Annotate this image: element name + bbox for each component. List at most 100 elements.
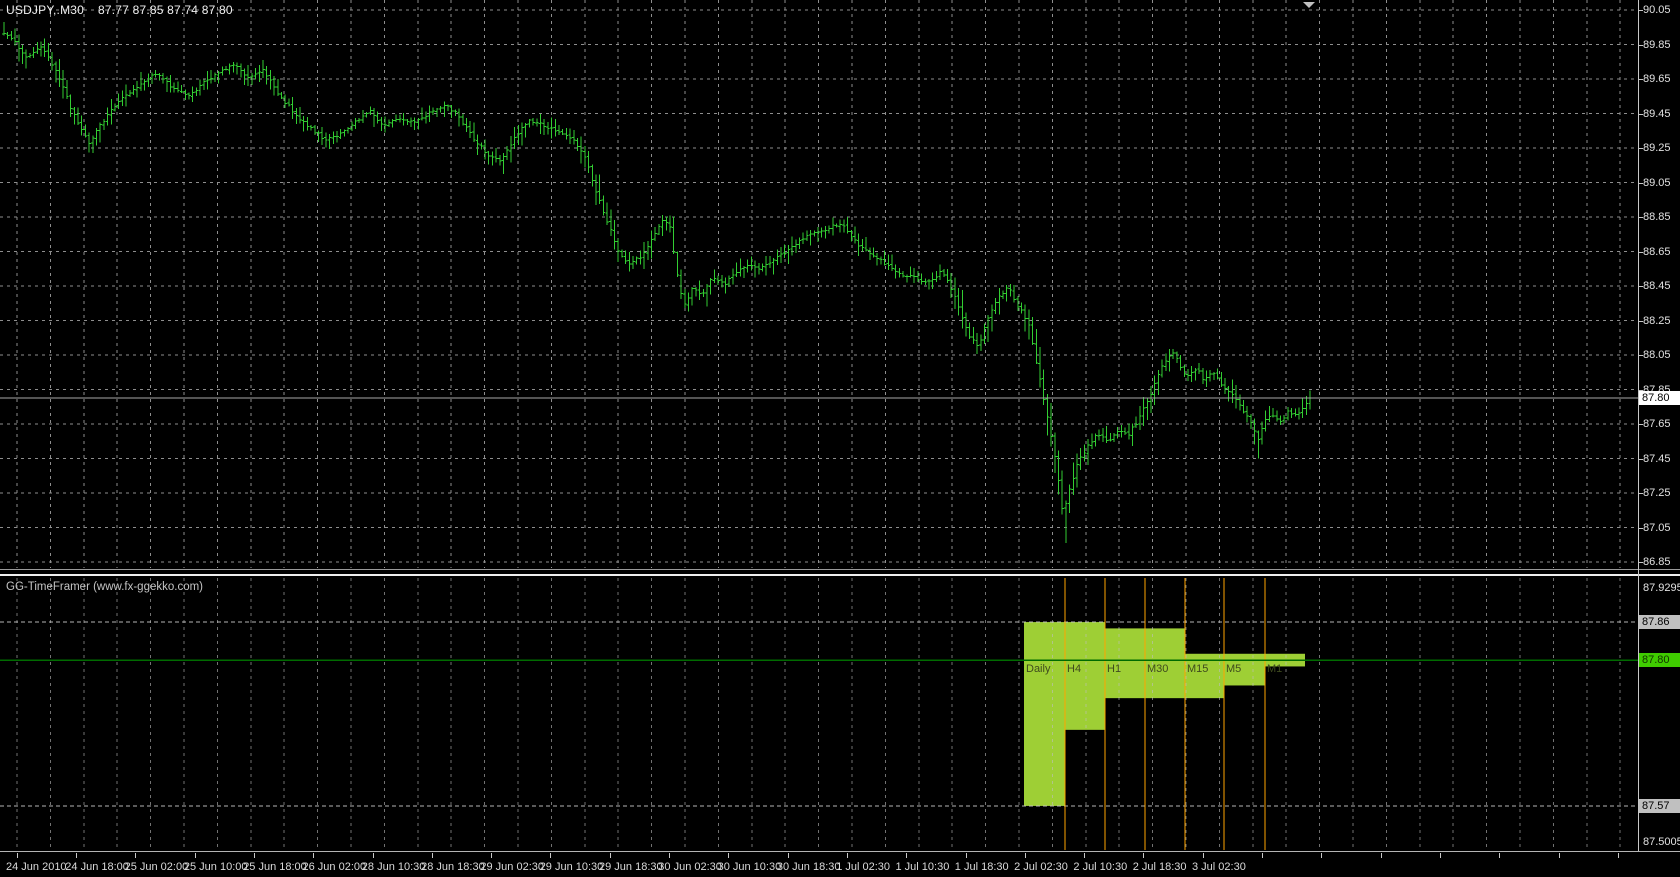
price-tick [1638, 44, 1643, 46]
time-axis-label: 1 Jul 02:30 [836, 861, 891, 873]
time-tick [1024, 853, 1026, 858]
timeframe-range-block-h1 [1105, 628, 1145, 699]
time-tick [609, 853, 611, 858]
pane-separator-line-top[interactable] [0, 569, 1680, 570]
time-axis-label: 1 Jul 10:30 [895, 861, 950, 873]
price-tick [1638, 286, 1643, 287]
price-tick [1638, 79, 1643, 80]
time-tick [550, 853, 552, 858]
timeframe-range-block-h4 [1065, 622, 1105, 730]
timeframe-label-daily: Daily [1026, 663, 1051, 675]
price-axis-border [1638, 0, 1639, 852]
timeframe-range-block-m15 [1185, 653, 1224, 699]
time-tick [372, 853, 374, 858]
price-axis-label: 89.65 [1643, 73, 1671, 85]
time-tick [16, 853, 18, 858]
price-tick [1638, 527, 1643, 529]
sub-axis-min-label: 87.5005 [1643, 836, 1680, 848]
price-axis-label: 86.85 [1643, 556, 1671, 568]
timeframe-range-block-daily [1024, 622, 1065, 806]
level-badge-87.86: 87.86 [1639, 615, 1680, 630]
time-axis-label: 29 Jun 10:30 [539, 861, 604, 873]
time-axis-label: 29 Jun 02:30 [480, 861, 545, 873]
time-axis-label: 2 Jul 18:30 [1132, 861, 1187, 873]
time-axis-label: 24 Jun 18:00 [65, 861, 129, 873]
time-tick [965, 853, 967, 858]
price-axis-label: 89.05 [1643, 176, 1671, 189]
price-tick [1638, 217, 1643, 218]
sub-gridlines [16, 578, 1621, 850]
time-axis[interactable]: 24 Jun 2010 24 Jun 18:00 25 Jun 02:00 25 Ju… [0, 852, 1680, 877]
price-axis-label: 88.25 [1643, 314, 1671, 327]
time-axis-label: 25 Jun 02:00 [124, 861, 189, 873]
time-tick [1499, 853, 1501, 858]
price-axis-label: 87.05 [1643, 521, 1671, 534]
price-axis-label: 88.85 [1643, 211, 1671, 223]
time-axis-label: 29 Jun 18:30 [599, 861, 663, 873]
time-tick [1380, 853, 1382, 858]
time-axis-label: 25 Jun 18:00 [243, 861, 307, 873]
time-axis-label: 25 Jun 10:00 [183, 861, 248, 873]
price-tick [1638, 389, 1643, 391]
price-axis-label: 87.25 [1643, 487, 1671, 499]
timeframe-range-block-m30 [1145, 628, 1185, 699]
price-tick [1638, 355, 1643, 356]
price-tick [1638, 182, 1643, 184]
sub-axis-max-label: 87.9295 [1643, 582, 1680, 594]
timeframer-canvas[interactable]: Daily H4 H1 M30 M15 M5 M1 [0, 578, 1680, 850]
timeframe-label-m5: M5 [1226, 663, 1241, 675]
price-axis-label: 89.85 [1643, 38, 1671, 51]
time-axis-label: 24 Jun 2010 [6, 861, 67, 873]
main-gridlines [0, 0, 1638, 568]
time-axis-label: 30 Jun 10:30 [717, 861, 782, 873]
price-tick [1638, 562, 1643, 563]
time-axis-label: 2 Jul 10:30 [1073, 861, 1128, 873]
time-tick [1202, 853, 1204, 858]
time-tick [1321, 853, 1323, 858]
price-axis-label: 89.45 [1643, 107, 1671, 120]
time-axis-label: 28 Jun 10:30 [361, 861, 426, 873]
time-tick [135, 853, 137, 858]
timeframe-label-h1: H1 [1107, 663, 1121, 675]
main-chart-canvas[interactable] [0, 0, 1680, 568]
timeframe-label-m15: M15 [1187, 663, 1208, 675]
price-axis-label: 88.05 [1643, 349, 1671, 361]
time-axis-label: 3 Jul 02:30 [1192, 861, 1246, 873]
timeframe-label-h4: H4 [1067, 663, 1081, 675]
price-tick [1638, 424, 1643, 425]
price-tick [1638, 493, 1643, 494]
price-axis-label: 90.05 [1643, 4, 1671, 16]
time-axis-label: 2 Jul 02:30 [1014, 861, 1068, 873]
time-tick [1558, 853, 1560, 858]
price-axis-label: 89.25 [1643, 142, 1671, 154]
time-tick [431, 853, 433, 858]
time-tick [194, 853, 196, 858]
time-axis-label: 28 Jun 18:30 [421, 861, 485, 873]
time-tick [1084, 853, 1086, 858]
timeframe-label-m30: M30 [1147, 663, 1168, 675]
time-tick [1262, 853, 1263, 858]
timeframe-range-block-m5 [1224, 653, 1265, 686]
time-tick [787, 853, 789, 858]
pane-separator-handle[interactable] [0, 574, 1680, 576]
current-price-badge: 87.80 [1639, 391, 1680, 406]
price-tick [1638, 113, 1643, 115]
time-axis-label: 30 Jun 18:30 [776, 861, 841, 873]
level-badge-87.57: 87.57 [1639, 798, 1680, 813]
price-tick [1638, 320, 1643, 322]
time-tick [76, 853, 77, 858]
price-tick [1638, 251, 1643, 253]
price-tick [1638, 10, 1643, 11]
price-axis-label: 88.65 [1643, 245, 1671, 258]
time-axis-label: 30 Jun 02:30 [658, 861, 722, 873]
time-tick [313, 853, 315, 858]
chart-shift-marker-icon[interactable] [1303, 2, 1315, 8]
time-axis-separator [0, 851, 1680, 852]
price-axis-label: 87.45 [1643, 452, 1671, 465]
price-tick [1638, 458, 1643, 460]
time-tick [1143, 853, 1145, 858]
time-tick [669, 853, 670, 858]
time-tick [1617, 853, 1619, 858]
time-tick [846, 853, 848, 858]
price-bars [2, 22, 1312, 543]
